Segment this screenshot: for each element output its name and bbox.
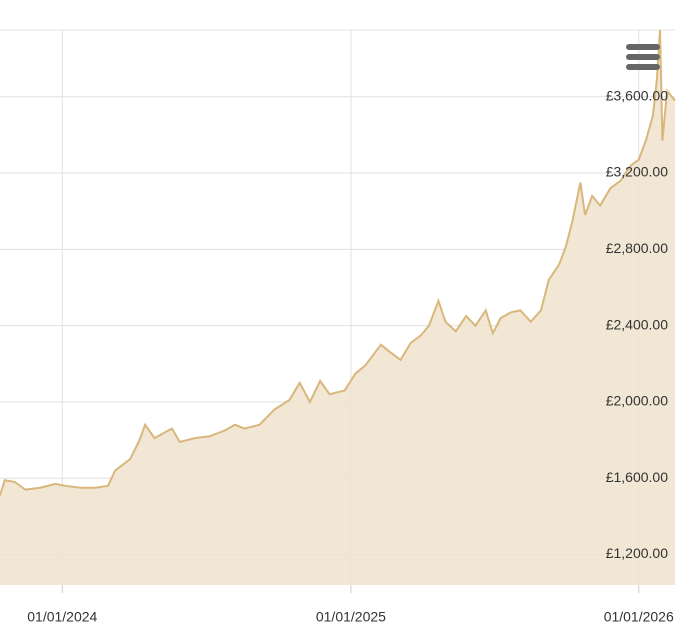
x-tick-label: 01/01/2024 (27, 609, 97, 625)
x-tick-label: 01/01/2026 (604, 609, 674, 625)
y-tick-label: £1,200.00 (606, 545, 668, 561)
area-fill (0, 30, 675, 585)
price-line (0, 29, 676, 496)
y-tick-label: £2,400.00 (606, 316, 668, 332)
y-tick-label: £1,600.00 (606, 469, 668, 485)
menu-bar (626, 54, 660, 60)
menu-bar (626, 44, 660, 50)
menu-bar (626, 64, 660, 70)
x-tick-label: 01/01/2025 (316, 609, 386, 625)
y-tick-label: £2,000.00 (606, 393, 668, 409)
y-tick-label: £2,800.00 (606, 240, 668, 256)
menu-button[interactable] (626, 44, 660, 70)
y-tick-label: £3,200.00 (606, 164, 668, 180)
y-tick-label: £3,600.00 (606, 87, 668, 103)
